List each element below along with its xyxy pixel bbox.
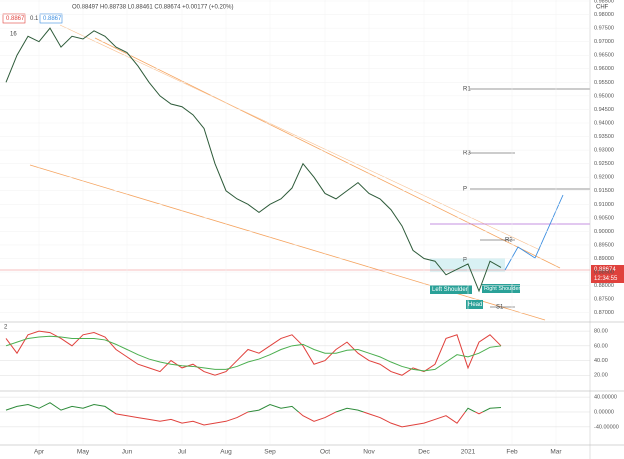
y-tick-label: 0.90000 <box>594 229 614 235</box>
spread: 0.1 <box>30 16 39 22</box>
x-tick-label: Sep <box>264 449 276 456</box>
y-tick-label: 60.00 <box>594 343 608 349</box>
x-tick-label: Oct <box>320 449 330 456</box>
label-box <box>482 284 520 293</box>
y-tick-label: 0.89000 <box>594 256 614 262</box>
pivot-label: R3 <box>505 238 513 244</box>
label-box <box>466 300 483 309</box>
oscillator-id: 2 <box>4 325 8 331</box>
y-tick-label: 0.95500 <box>594 80 614 86</box>
y-tick-label: 0.87500 <box>594 297 614 303</box>
head: Head <box>468 302 482 308</box>
pivot-label: S1 <box>496 305 504 311</box>
ask: 0.8867 <box>43 16 62 22</box>
x-tick-label: 2021 <box>461 449 476 456</box>
y-tick-label: 0.96000 <box>594 66 614 72</box>
interval: 16 <box>10 32 17 38</box>
countdown: 12:34:55 <box>594 276 618 282</box>
y-tick-label: 0.91500 <box>594 188 614 194</box>
x-tick-label: May <box>77 449 90 456</box>
countdown-box <box>591 274 624 283</box>
bid-box <box>2 13 26 24</box>
y-tick-label: 0.92000 <box>594 175 614 181</box>
bid: 0.8867 <box>6 16 25 22</box>
y-tick-label: 0.98500 <box>594 0 614 4</box>
left-shoulder: Left Shoulder <box>432 287 468 293</box>
series-line <box>5 27 502 293</box>
x-tick-label: Jul <box>178 449 187 456</box>
trend-line <box>94 37 561 269</box>
y-tick-label: 20.00 <box>594 373 608 379</box>
pivot-label: R3 <box>463 151 471 157</box>
right-shoulder: Right Shoulder <box>484 286 521 292</box>
y-tick-label: 0.90500 <box>594 215 614 221</box>
label-box <box>430 285 472 294</box>
y-tick-label: -40.00000 <box>594 424 619 430</box>
x-tick-label: Aug <box>220 449 232 456</box>
y-tick-label: 0.94000 <box>594 120 614 126</box>
y-tick-label: 0.93000 <box>594 148 614 154</box>
series-line <box>5 402 502 428</box>
y-tick-label: 0.97000 <box>594 39 614 45</box>
pivot-label: P <box>463 187 467 193</box>
x-tick-label: Mar <box>550 449 562 456</box>
y-tick-label: 40.00000 <box>594 395 617 401</box>
y-tick-label: 80.00 <box>594 329 608 335</box>
y-tick-label: 0.96500 <box>594 53 614 59</box>
x-tick-label: Jun <box>122 449 133 456</box>
y-tick-label: 0.94500 <box>594 107 614 113</box>
y-tick-label: 0.91000 <box>594 202 614 208</box>
series-line <box>5 335 502 372</box>
y-tick-label: 40.00 <box>594 358 608 364</box>
pattern-zone <box>430 258 505 272</box>
pivot-label: P <box>463 258 467 264</box>
y-tick-label: 0.93500 <box>594 134 614 140</box>
y-tick-label: 0.92500 <box>594 161 614 167</box>
y-tick-label: 0.88500 <box>594 270 614 276</box>
x-tick-label: Apr <box>34 449 45 456</box>
currency: CHF <box>596 5 609 11</box>
ask-box <box>39 13 63 24</box>
y-tick-label: 0.00000 <box>594 409 614 415</box>
y-tick-label: 0.89500 <box>594 242 614 248</box>
y-tick-label: 0.87000 <box>594 310 614 316</box>
y-tick-label: 0.97500 <box>594 26 614 32</box>
last-price: 0.88674 <box>594 267 616 273</box>
y-tick-label: 0.98000 <box>594 12 614 18</box>
x-tick-label: Nov <box>363 449 375 456</box>
x-tick-label: Dec <box>418 449 430 456</box>
pivot-label: R1 <box>463 87 471 93</box>
y-tick-label: 0.95000 <box>594 93 614 99</box>
x-tick-label: Feb <box>506 449 518 456</box>
price-box <box>591 265 624 274</box>
y-tick-label: 0.88000 <box>594 283 614 289</box>
ohlc: O0.88497 H0.88738 L0.88461 C0.88674 +0.0… <box>72 5 233 11</box>
trend-line <box>59 24 541 251</box>
